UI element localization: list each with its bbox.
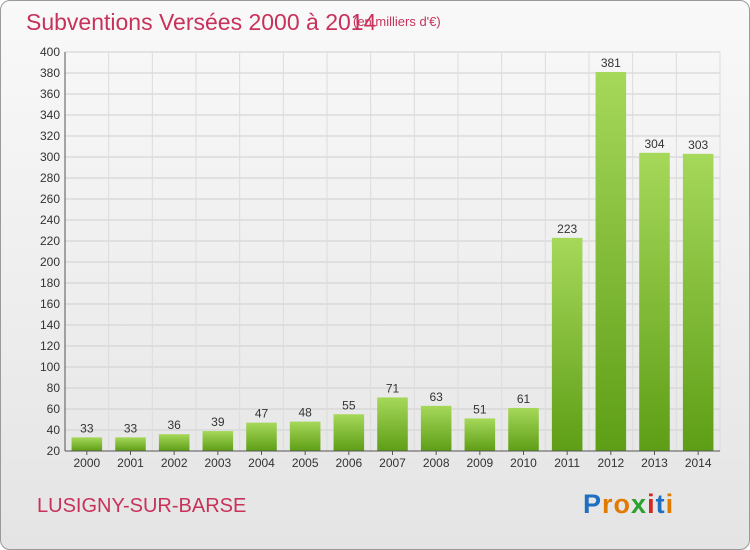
y-tick-label: 400 (40, 45, 60, 59)
x-tick-label: 2001 (117, 456, 144, 470)
y-tick-label: 320 (40, 129, 60, 143)
bar (551, 237, 583, 451)
x-tick-label: 2007 (379, 456, 406, 470)
logo-letter: t (655, 489, 666, 519)
bars: 33 33 36 39 47 48 55 71 63 51 61 223 381 304 303 (71, 56, 714, 452)
x-tick-label: 2012 (597, 456, 624, 470)
logo-letter: i (665, 489, 675, 519)
y-tick-label: 200 (40, 255, 60, 269)
bar (682, 153, 714, 451)
y-tick-label: 300 (40, 150, 60, 164)
y-tick-label: 180 (40, 276, 60, 290)
bar (639, 152, 670, 452)
x-tick-label: 2013 (641, 456, 668, 470)
chart-subtitle: (en milliers d'€) (353, 14, 441, 29)
data-label: 71 (386, 381, 400, 395)
y-tick-label: 20 (47, 444, 61, 458)
x-tick-label: 2006 (335, 456, 362, 470)
x-tick-label: 2008 (423, 456, 450, 470)
bar (71, 437, 103, 451)
data-label: 223 (557, 222, 577, 236)
bar (158, 434, 190, 451)
y-tick-label: 120 (40, 339, 60, 353)
data-label: 36 (167, 418, 181, 432)
logo-letter: x (631, 489, 648, 519)
data-label: 39 (211, 415, 225, 429)
x-tick-label: 2014 (685, 456, 712, 470)
data-label: 61 (517, 392, 531, 406)
y-tick-label: 340 (40, 108, 60, 122)
logo-letter: o (613, 489, 632, 519)
data-label: 33 (124, 421, 138, 435)
y-tick-label: 40 (47, 423, 61, 437)
y-tick-label: 260 (40, 192, 60, 206)
y-tick-label: 240 (40, 213, 60, 227)
bar (246, 422, 277, 451)
bar (595, 71, 627, 451)
x-tick-label: 2004 (248, 456, 275, 470)
chart-title: Subventions Versées 2000 à 2014 (26, 9, 377, 35)
y-tick-label: 220 (40, 234, 60, 248)
y-tick-label: 360 (40, 87, 60, 101)
logo-letter: r (602, 489, 614, 519)
bar (202, 431, 234, 451)
data-label: 304 (644, 137, 664, 151)
x-tick-label: 2002 (161, 456, 188, 470)
bar (377, 397, 408, 451)
data-label: 63 (429, 390, 443, 404)
bar (420, 405, 452, 451)
bar (464, 418, 496, 451)
y-tick-label: 160 (40, 297, 60, 311)
bar (289, 421, 321, 451)
y-tick-label: 280 (40, 171, 60, 185)
data-label: 55 (342, 398, 356, 412)
x-tick-label: 2003 (204, 456, 231, 470)
y-tick-label: 60 (47, 402, 61, 416)
y-tick-label: 80 (47, 381, 61, 395)
commune-name: LUSIGNY-SUR-BARSE (37, 495, 247, 517)
y-tick-label: 140 (40, 318, 60, 332)
proxiti-logo: Proxiti (583, 489, 674, 520)
y-tick-label: 380 (40, 66, 60, 80)
bar (333, 414, 365, 451)
x-tick-label: 2009 (466, 456, 493, 470)
logo-letter: P (583, 489, 603, 519)
x-tick-label: 2000 (73, 456, 100, 470)
data-label: 33 (80, 421, 94, 435)
y-tick-label: 100 (40, 360, 60, 374)
x-tick-label: 2010 (510, 456, 537, 470)
x-tick-label: 2005 (292, 456, 319, 470)
x-tick-label: 2011 (554, 456, 580, 470)
bar (115, 437, 146, 451)
data-label: 47 (255, 407, 269, 421)
bar (508, 407, 539, 451)
logo-letter: i (647, 489, 656, 519)
data-label: 48 (298, 406, 312, 420)
data-label: 303 (688, 138, 708, 152)
data-label: 51 (473, 402, 487, 416)
axes: 20 40 60 80 100 120 140 160 180 200 220 240 260 280 30… (40, 45, 720, 470)
data-label: 381 (601, 56, 621, 70)
